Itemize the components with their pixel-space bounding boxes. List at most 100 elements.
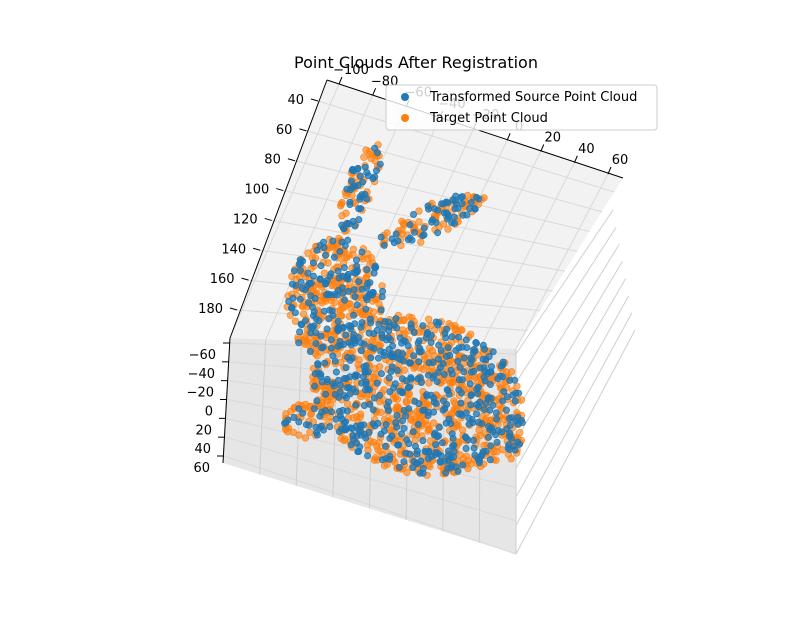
source-point [360,363,368,371]
source-point [329,352,337,360]
source-point [316,424,324,432]
source-point [313,431,321,439]
source-point [463,211,471,219]
source-point [313,246,321,254]
source-point [450,441,458,449]
x-tick-label: 20 [544,131,561,146]
source-point [372,167,380,175]
source-point [353,301,361,309]
source-point [336,247,344,255]
source-point [342,364,350,372]
source-point [335,274,343,282]
source-point [462,336,470,344]
source-point [455,386,463,394]
source-point [509,391,517,399]
source-point [462,444,470,452]
target-point [507,368,516,376]
target-point [475,426,483,434]
source-point [473,401,481,409]
source-point [309,312,317,320]
source-point [361,163,369,171]
source-point [447,366,455,374]
source-point [471,204,479,212]
source-point [377,370,385,378]
z-axis-line [229,79,328,339]
source-point [297,278,305,286]
source-point [341,296,349,304]
source-point [438,439,446,447]
source-point [455,376,463,384]
source-point [411,397,419,405]
source-point [433,433,441,441]
source-point [484,433,492,441]
target-point [301,434,310,442]
source-point [295,405,303,413]
source-point [350,286,358,294]
source-point [419,437,427,445]
source-point [454,357,462,365]
source-point [385,374,393,382]
source-point [448,430,456,438]
axes-panes [223,80,623,554]
source-point [467,391,475,399]
source-point [434,355,442,363]
source-point [410,228,418,236]
source-point [317,262,325,270]
source-point [388,350,396,358]
target-point [367,437,375,446]
source-point [344,275,352,283]
source-point [402,449,410,457]
right-grid-line [515,244,620,412]
target-point [370,373,378,381]
legend-box [385,84,658,131]
source-point [368,289,376,297]
source-point [514,420,522,428]
source-point [443,325,451,333]
source-point [475,195,483,203]
y-tick-label: 60 [193,461,210,476]
source-point [371,262,379,270]
target-point [373,442,381,450]
source-point [356,172,364,180]
source-point [439,397,447,405]
source-point [318,408,326,416]
source-point [360,421,368,429]
source-point [296,295,304,303]
source-point [460,368,468,376]
source-point [451,205,459,213]
source-point [445,213,453,221]
target-point [305,341,313,350]
source-point [416,344,424,352]
source-point [442,469,450,477]
source-point [487,394,495,402]
x-tick [372,88,377,96]
source-point [339,224,347,232]
source-point [323,325,331,333]
source-point [295,339,303,347]
source-point [472,410,480,418]
source-point [465,420,473,428]
source-point [427,338,435,346]
source-point [472,338,480,346]
source-point [398,417,406,425]
source-point [330,253,338,261]
right-grid-line [515,261,623,440]
source-point [357,323,365,331]
tick-marks: 406080100120140160180−100−80−60−40−20020… [187,63,629,476]
source-point [489,348,497,356]
source-point [401,337,409,345]
source-point [370,269,378,277]
source-point [394,237,402,245]
source-point [408,236,416,244]
source-point [374,354,382,362]
source-point [323,291,331,299]
target-point [402,398,411,407]
source-point [353,262,361,270]
source-point [415,358,423,366]
source-point [449,196,457,204]
legend-label-source: Transformed Source Point Cloud [429,90,637,105]
target-point [339,304,347,312]
legend-marker-target [401,114,409,122]
source-point [404,384,412,392]
x-tick [540,144,545,152]
